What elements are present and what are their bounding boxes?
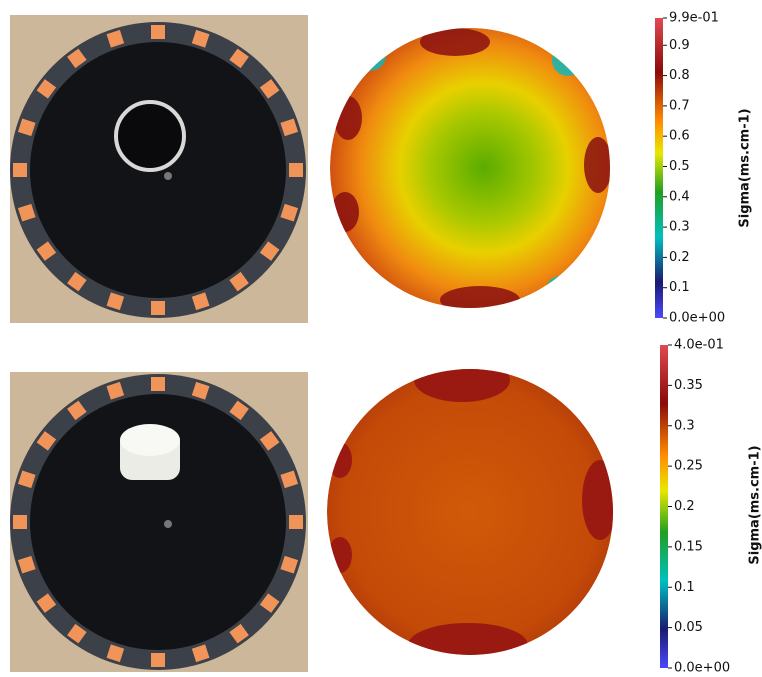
colorbar-tick-label: 0.05 bbox=[674, 620, 703, 635]
photo bbox=[10, 372, 308, 672]
reconstruction bbox=[330, 28, 610, 308]
colorbar-tick-label: 0.25 bbox=[674, 459, 703, 474]
electrode-tag bbox=[17, 203, 36, 222]
electrode-tag bbox=[229, 271, 249, 292]
colorbar-title: Sigma(ms.cm-1) bbox=[738, 108, 753, 227]
electrode-tag bbox=[229, 400, 249, 421]
electrode-tag bbox=[259, 79, 280, 99]
electrode-tag bbox=[106, 644, 125, 663]
colorbar-tick-label: 0.5 bbox=[669, 159, 690, 174]
colorbar-tick-label: 0.3 bbox=[674, 418, 695, 433]
electrode-tag bbox=[36, 79, 57, 99]
colorbar-tick-label: 0.6 bbox=[669, 129, 690, 144]
colorbar-tick-label: 0.35 bbox=[674, 378, 703, 393]
electrode-tag bbox=[259, 431, 280, 451]
electrode-tag bbox=[67, 271, 87, 292]
low-region bbox=[354, 39, 386, 71]
reconstruction-field bbox=[330, 28, 610, 308]
high-region bbox=[328, 442, 352, 478]
low-region bbox=[552, 44, 584, 76]
colorbar-tick-label: 0.3 bbox=[669, 220, 690, 235]
colorbar-tick-label: 0.2 bbox=[669, 250, 690, 265]
electrode-tag bbox=[106, 381, 125, 400]
colorbar-tick-label: 0.1 bbox=[669, 280, 690, 295]
high-region bbox=[440, 286, 520, 308]
colorbar-tick-label: 0.4 bbox=[669, 189, 690, 204]
electrode-tag bbox=[259, 241, 280, 261]
high-region bbox=[420, 28, 490, 56]
electrode-tag bbox=[259, 593, 280, 613]
ring-object bbox=[114, 100, 186, 172]
colorbar bbox=[660, 345, 668, 668]
photo bbox=[10, 15, 308, 323]
electrode-tag bbox=[106, 292, 125, 311]
colorbar-tick-label: 0.1 bbox=[674, 580, 695, 595]
electrode-tag bbox=[191, 29, 210, 48]
cylinder-top bbox=[120, 424, 180, 456]
electrode-tag bbox=[17, 470, 36, 489]
electrode-tag bbox=[191, 292, 210, 311]
electrode-tag bbox=[17, 555, 36, 574]
electrode-tag bbox=[191, 644, 210, 663]
electrode-tag bbox=[151, 301, 165, 315]
electrode-tag bbox=[280, 555, 299, 574]
electrode-tag bbox=[106, 29, 125, 48]
electrode-tag bbox=[229, 623, 249, 644]
colorbar-tick-label: 0.2 bbox=[674, 499, 695, 514]
electrode-tag bbox=[289, 515, 303, 529]
tank-inside bbox=[30, 394, 286, 650]
high-region bbox=[331, 192, 359, 232]
colorbar-tick-label: 4.0e-01 bbox=[674, 338, 724, 353]
colorbar-title: Sigma(ms.cm-1) bbox=[748, 445, 762, 564]
colorbar bbox=[655, 18, 663, 318]
electrode-tag bbox=[229, 48, 249, 69]
electrode-tag bbox=[151, 653, 165, 667]
electrode-tag bbox=[17, 118, 36, 137]
colorbar-tick-label: 0.0e+00 bbox=[674, 661, 730, 676]
high-region bbox=[334, 96, 362, 140]
electrode-tag bbox=[13, 163, 27, 177]
colorbar-tick-label: 0.8 bbox=[669, 68, 690, 83]
colorbar-tick-label: 9.9e-01 bbox=[669, 11, 719, 26]
electrode-tag bbox=[67, 623, 87, 644]
colorbar-tick-label: 0.9 bbox=[669, 38, 690, 53]
high-region bbox=[328, 537, 352, 573]
reconstruction-field bbox=[327, 369, 613, 655]
electrode-tag bbox=[280, 118, 299, 137]
electrode-tag bbox=[280, 203, 299, 222]
high-region bbox=[584, 137, 610, 193]
reconstruction bbox=[327, 369, 613, 655]
electrode-tag bbox=[67, 400, 87, 421]
electrode-tag bbox=[13, 515, 27, 529]
colorbar-tick-label: 0.0e+00 bbox=[669, 311, 725, 326]
colorbar-tick-label: 0.15 bbox=[674, 539, 703, 554]
electrode-tag bbox=[67, 48, 87, 69]
high-region bbox=[408, 623, 528, 655]
electrode-tag bbox=[151, 377, 165, 391]
electrode-tag bbox=[280, 470, 299, 489]
electrode-tag bbox=[36, 593, 57, 613]
low-region bbox=[546, 276, 574, 304]
high-region bbox=[582, 460, 613, 540]
electrode-tag bbox=[36, 241, 57, 261]
high-region bbox=[414, 369, 510, 402]
electrode-tag bbox=[151, 25, 165, 39]
electrode-tag bbox=[191, 381, 210, 400]
electrode-tag bbox=[289, 163, 303, 177]
colorbar-tick-label: 0.7 bbox=[669, 98, 690, 113]
center-pin bbox=[164, 172, 172, 180]
center-pin bbox=[164, 520, 172, 528]
electrode-tag bbox=[36, 431, 57, 451]
